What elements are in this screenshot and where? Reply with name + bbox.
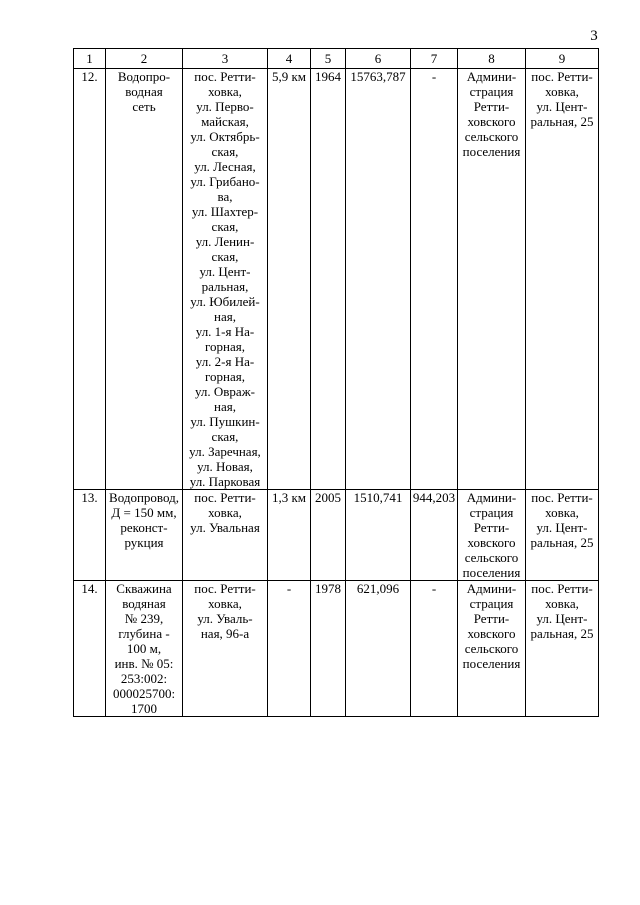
column-header-2: 2 (105, 48, 183, 69)
year-cell: 1964 (310, 68, 346, 490)
column-header-5: 5 (310, 48, 346, 69)
column-header-1: 1 (73, 48, 106, 69)
row-number-cell: 12. (73, 68, 106, 490)
year-cell: 2005 (310, 489, 346, 581)
owner-cell: Админи- страция Ретти- ховского сельског… (457, 580, 526, 717)
owner-cell: Админи- страция Ретти- ховского сельског… (457, 489, 526, 581)
row-number-cell: 13. (73, 489, 106, 581)
owner-address-cell: пос. Ретти- ховка, ул. Цент- ральная, 25 (525, 489, 599, 581)
property-register-table: 1 2 3 4 5 6 7 8 9 12. Водопро- водная се… (73, 48, 599, 717)
column-header-9: 9 (525, 48, 599, 69)
residual-value-cell: 944,203 (410, 489, 458, 581)
year-cell: 1978 (310, 580, 346, 717)
table-row-13: 13. Водопровод, Д = 150 мм, реконст- рук… (73, 489, 599, 581)
owner-address-cell: пос. Ретти- ховка, ул. Цент- ральная, 25 (525, 68, 599, 490)
page-number: 3 (590, 28, 598, 44)
column-header-3: 3 (182, 48, 268, 69)
residual-value-cell: - (410, 580, 458, 717)
row-number-cell: 14. (73, 580, 106, 717)
object-name-cell: Водопро- водная сеть (105, 68, 183, 490)
column-header-7: 7 (410, 48, 458, 69)
object-name-cell: Скважина водяная № 239, глубина - 100 м,… (105, 580, 183, 717)
book-value-cell: 15763,787 (345, 68, 411, 490)
table-header-row: 1 2 3 4 5 6 7 8 9 (73, 48, 599, 69)
extent-cell: - (267, 580, 311, 717)
owner-address-cell: пос. Ретти- ховка, ул. Цент- ральная, 25 (525, 580, 599, 717)
object-name-cell: Водопровод, Д = 150 мм, реконст- рукция (105, 489, 183, 581)
book-value-cell: 1510,741 (345, 489, 411, 581)
table-row-14: 14. Скважина водяная № 239, глубина - 10… (73, 580, 599, 717)
column-header-6: 6 (345, 48, 411, 69)
object-address-cell: пос. Ретти- ховка, ул. Увальная (182, 489, 268, 581)
object-address-cell: пос. Ретти- ховка, ул. Перво- майская, у… (182, 68, 268, 490)
residual-value-cell: - (410, 68, 458, 490)
extent-cell: 1,3 км (267, 489, 311, 581)
owner-cell: Админи- страция Ретти- ховского сельског… (457, 68, 526, 490)
column-header-8: 8 (457, 48, 526, 69)
book-value-cell: 621,096 (345, 580, 411, 717)
extent-cell: 5,9 км (267, 68, 311, 490)
column-header-4: 4 (267, 48, 311, 69)
object-address-cell: пос. Ретти- ховка, ул. Уваль- ная, 96-а (182, 580, 268, 717)
table-row-12: 12. Водопро- водная сеть пос. Ретти- хов… (73, 68, 599, 490)
